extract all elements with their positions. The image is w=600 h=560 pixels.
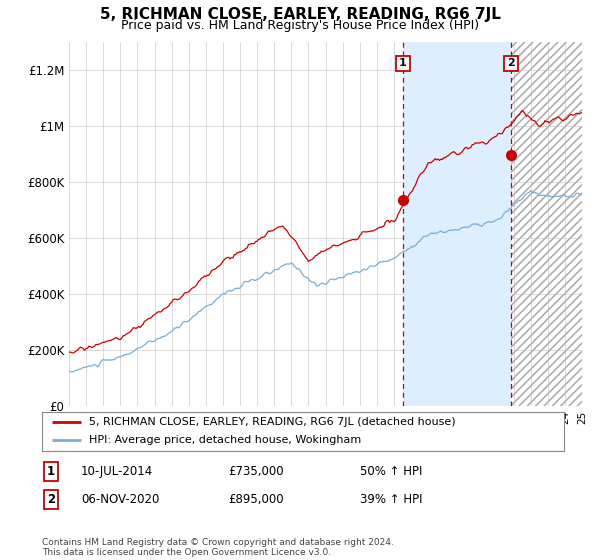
Bar xyxy=(403,42,511,406)
Text: Price paid vs. HM Land Registry's House Price Index (HPI): Price paid vs. HM Land Registry's House … xyxy=(121,19,479,32)
Text: £895,000: £895,000 xyxy=(228,493,284,506)
Text: 2: 2 xyxy=(507,58,515,68)
Text: 1: 1 xyxy=(399,58,407,68)
Text: 50% ↑ HPI: 50% ↑ HPI xyxy=(360,465,422,478)
Bar xyxy=(511,42,582,406)
Text: 2: 2 xyxy=(47,493,55,506)
Text: 1: 1 xyxy=(47,465,55,478)
Text: 39% ↑ HPI: 39% ↑ HPI xyxy=(360,493,422,506)
Text: 5, RICHMAN CLOSE, EARLEY, READING, RG6 7JL (detached house): 5, RICHMAN CLOSE, EARLEY, READING, RG6 7… xyxy=(89,417,455,427)
Text: 5, RICHMAN CLOSE, EARLEY, READING, RG6 7JL: 5, RICHMAN CLOSE, EARLEY, READING, RG6 7… xyxy=(100,7,500,22)
Bar xyxy=(511,42,582,406)
Text: £735,000: £735,000 xyxy=(228,465,284,478)
Text: HPI: Average price, detached house, Wokingham: HPI: Average price, detached house, Woki… xyxy=(89,435,361,445)
Text: 10-JUL-2014: 10-JUL-2014 xyxy=(81,465,153,478)
Text: Contains HM Land Registry data © Crown copyright and database right 2024.
This d: Contains HM Land Registry data © Crown c… xyxy=(42,538,394,557)
Text: 06-NOV-2020: 06-NOV-2020 xyxy=(81,493,160,506)
